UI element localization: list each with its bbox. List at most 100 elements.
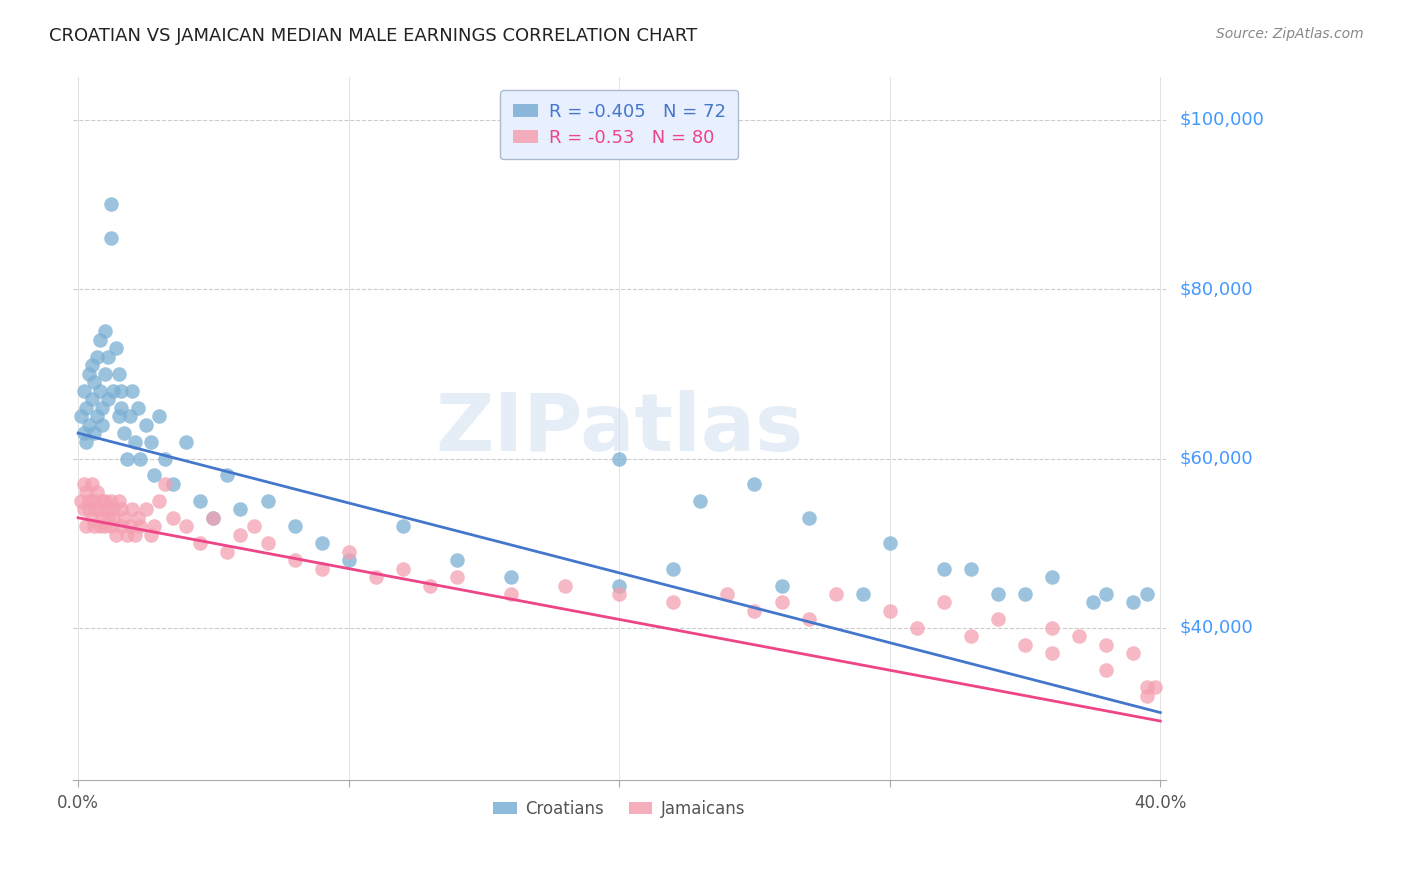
Point (1095, 638, 1118, 652)
Point (176, 434, 198, 449)
Point (105, 342, 128, 356)
Point (72, 477, 94, 491)
Point (243, 519, 266, 533)
Point (188, 493, 211, 508)
Point (94, 367, 117, 381)
Point (148, 409, 170, 424)
Point (987, 612, 1010, 626)
Point (202, 510, 225, 524)
Point (100, 231, 122, 245)
Point (75, 519, 97, 533)
Point (97, 502, 120, 516)
Point (554, 578, 576, 592)
Point (499, 587, 522, 601)
Point (337, 553, 360, 567)
Point (879, 604, 901, 618)
Point (91, 417, 114, 432)
Point (110, 519, 132, 533)
Point (72, 384, 94, 398)
Point (141, 527, 163, 541)
Point (1040, 621, 1063, 635)
Point (80, 510, 103, 524)
Point (1014, 638, 1036, 652)
Point (110, 401, 132, 415)
Point (77, 502, 100, 516)
Point (337, 544, 360, 558)
Point (129, 519, 152, 533)
Point (115, 451, 138, 466)
Point (69, 409, 91, 424)
Point (960, 629, 983, 643)
Point (89, 519, 111, 533)
Point (1069, 629, 1091, 643)
Point (446, 570, 468, 584)
Point (112, 510, 135, 524)
Point (75, 401, 97, 415)
Point (89, 333, 111, 347)
Point (86, 502, 108, 516)
Point (72, 502, 94, 516)
Point (75, 485, 97, 500)
Point (107, 493, 129, 508)
Point (662, 561, 685, 575)
Point (188, 536, 211, 550)
Point (83, 376, 105, 390)
Point (83, 493, 105, 508)
Point (69, 493, 91, 508)
Point (86, 409, 108, 424)
Point (284, 519, 307, 533)
Point (86, 485, 108, 500)
Point (1143, 680, 1166, 694)
Point (284, 553, 307, 567)
Point (391, 561, 413, 575)
Point (97, 510, 120, 524)
Point (89, 502, 111, 516)
Point (770, 578, 793, 592)
Point (932, 595, 955, 609)
Point (89, 384, 111, 398)
Point (110, 502, 132, 516)
Point (91, 510, 114, 524)
Point (1136, 587, 1159, 601)
Point (1136, 680, 1159, 694)
Point (94, 519, 117, 533)
Point (689, 493, 711, 508)
Point (824, 587, 846, 601)
Point (121, 384, 143, 398)
Point (797, 612, 820, 626)
Point (77, 493, 100, 508)
Point (77, 417, 100, 432)
Point (83, 426, 105, 441)
Point (135, 502, 157, 516)
Point (607, 451, 630, 466)
Point (1040, 570, 1063, 584)
Point (153, 451, 176, 466)
Point (607, 587, 630, 601)
Point (1122, 646, 1144, 660)
Point (80, 477, 103, 491)
Point (83, 519, 105, 533)
Point (75, 434, 97, 449)
Point (72, 426, 94, 441)
Point (142, 519, 165, 533)
Point (110, 384, 132, 398)
Point (1095, 587, 1118, 601)
Point (716, 587, 738, 601)
Point (1095, 663, 1118, 677)
Point (1136, 689, 1159, 703)
Point (129, 451, 152, 466)
Point (1081, 595, 1104, 609)
Point (91, 401, 114, 415)
Point (91, 493, 114, 508)
Point (127, 401, 149, 415)
Point (419, 578, 441, 592)
Point (115, 527, 138, 541)
Point (607, 578, 630, 592)
Point (162, 510, 184, 524)
Point (905, 621, 928, 635)
Point (80, 359, 103, 373)
Point (97, 392, 120, 407)
Point (215, 468, 238, 483)
Text: $80,000: $80,000 (1180, 280, 1253, 298)
Point (94, 325, 117, 339)
